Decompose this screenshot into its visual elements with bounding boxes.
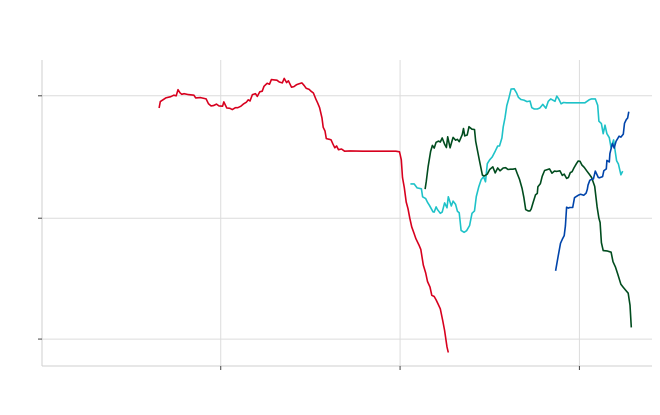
- series-line-1: [410, 88, 624, 234]
- series-line-2: [424, 125, 633, 328]
- axes: [38, 60, 652, 370]
- grid: [42, 60, 652, 366]
- series-line-0: [158, 77, 450, 353]
- series-line-3: [554, 111, 630, 271]
- series-group: [158, 77, 633, 353]
